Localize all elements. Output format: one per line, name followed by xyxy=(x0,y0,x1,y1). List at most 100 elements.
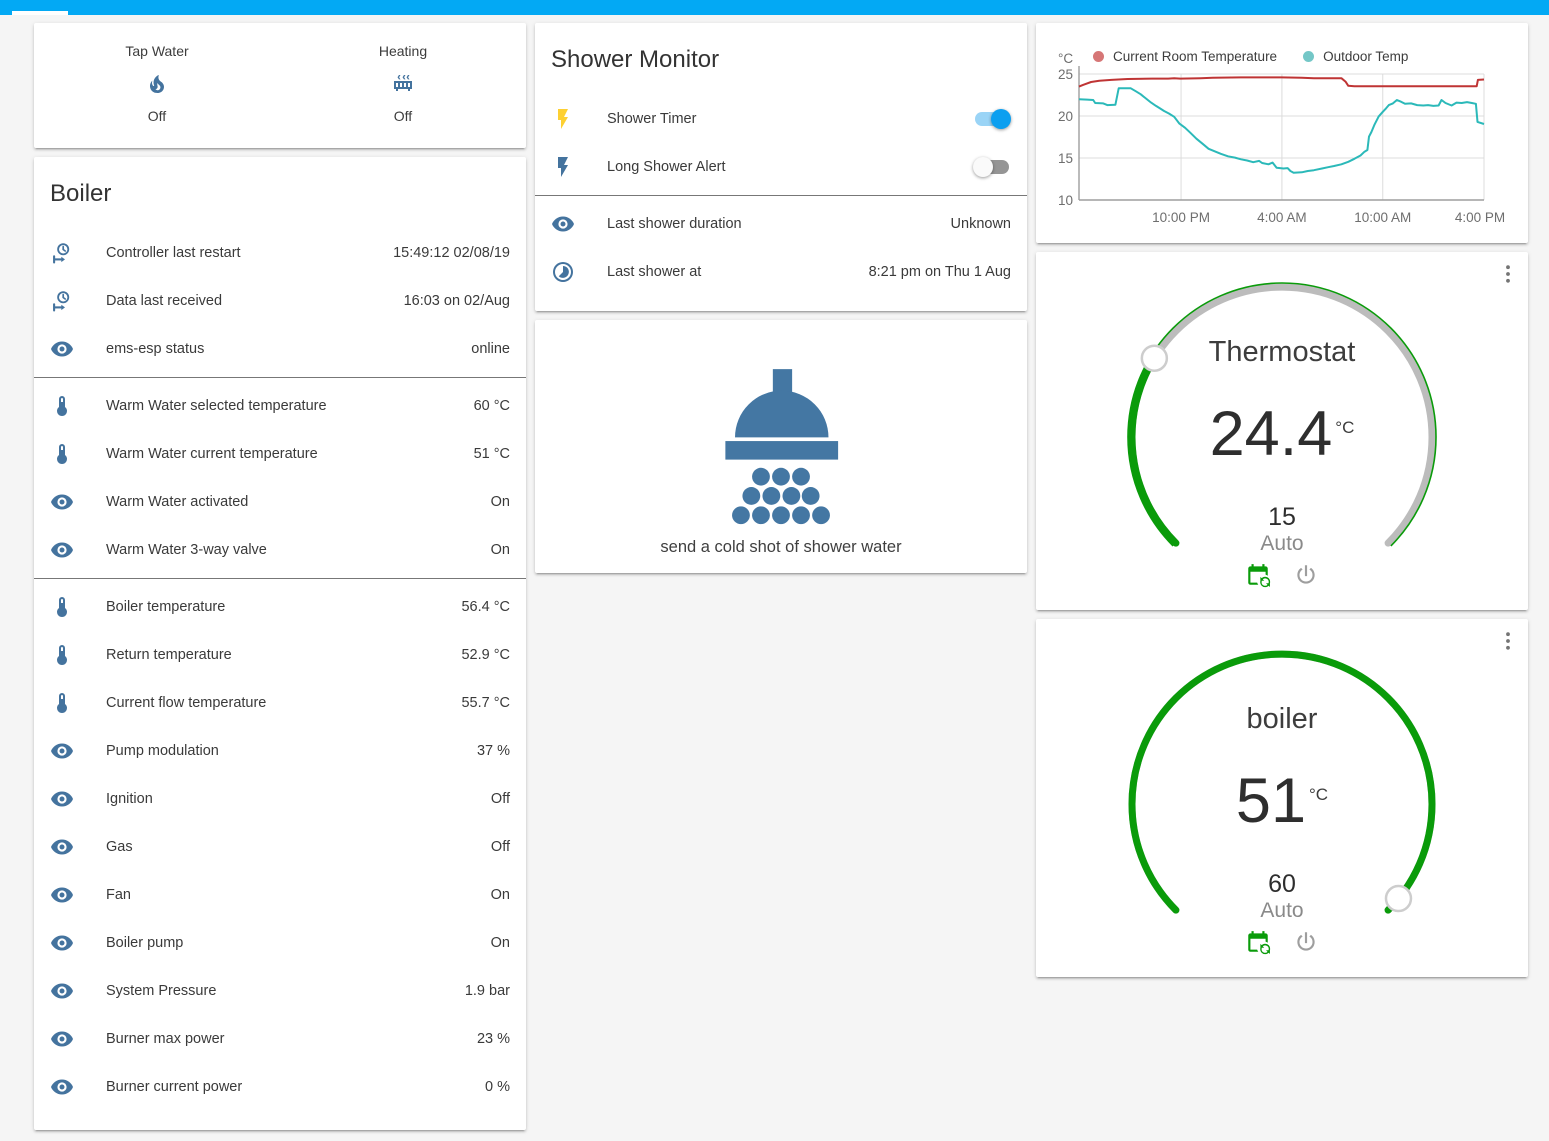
glance-item[interactable]: Heating Off xyxy=(280,43,526,148)
glance-item[interactable]: Tap Water Off xyxy=(34,43,280,148)
glance-state: Off xyxy=(147,108,167,124)
clock-start-icon xyxy=(50,241,74,265)
entity-row[interactable]: Boiler temperature 56.4 °C xyxy=(34,583,526,631)
boiler-dial[interactable] xyxy=(1036,619,1528,977)
entity-row[interactable]: Warm Water 3-way valve On xyxy=(34,526,526,574)
app-header xyxy=(0,0,1549,15)
target-temperature: 60 xyxy=(1268,870,1296,898)
boiler-dial-card: boiler 51 °C 60 Auto xyxy=(1036,619,1528,977)
thermometer-icon xyxy=(50,691,74,715)
entity-row[interactable]: ems-esp status online xyxy=(34,325,526,373)
entity-label: Gas xyxy=(106,839,133,855)
entity-value: 23 % xyxy=(476,1031,510,1047)
entity-row[interactable]: System Pressure 1.9 bar xyxy=(34,967,526,1015)
entity-value: Unknown xyxy=(950,216,1011,232)
entity-value: 16:03 on 02/Aug xyxy=(403,293,510,309)
divider xyxy=(535,195,1027,196)
eye-icon xyxy=(50,337,74,361)
divider xyxy=(34,578,526,579)
entity-row[interactable]: Burner current power 0 % xyxy=(34,1063,526,1111)
entity-row[interactable]: Warm Water activated On xyxy=(34,478,526,526)
svg-text:25: 25 xyxy=(1058,67,1073,82)
eye-icon xyxy=(50,931,74,955)
entity-value: Off xyxy=(490,791,510,807)
glance-label: Heating xyxy=(378,43,428,59)
history-graph-card: 25 20 15 10 10:00 PM 4:00 AM 10:00 AM 4:00 PM °C… xyxy=(1036,23,1528,243)
glance-label: Tap Water xyxy=(125,43,189,59)
legend-item[interactable]: Outdoor Temp xyxy=(1303,49,1408,64)
power-icon[interactable] xyxy=(1293,562,1319,588)
toggle-switch[interactable] xyxy=(973,157,1011,177)
svg-text:15: 15 xyxy=(1058,151,1073,166)
entity-label: Boiler temperature xyxy=(106,599,226,615)
divider xyxy=(34,377,526,378)
lightning-bolt-icon xyxy=(551,107,575,131)
entity-label: Last shower duration xyxy=(607,216,742,232)
target-temperature: 15 xyxy=(1268,503,1296,531)
entity-label: Current flow temperature xyxy=(106,695,267,711)
hvac-mode: Auto xyxy=(1260,899,1304,922)
entity-row[interactable]: Boiler pump On xyxy=(34,919,526,967)
entity-value: online xyxy=(471,341,510,357)
power-icon[interactable] xyxy=(1293,929,1319,955)
entity-label: ems-esp status xyxy=(106,341,205,357)
entity-label: Warm Water selected temperature xyxy=(106,398,327,414)
entity-row[interactable]: Burner max power 23 % xyxy=(34,1015,526,1063)
toggle-switch[interactable] xyxy=(973,109,1011,129)
eye-icon xyxy=(50,1075,74,1099)
legend-label: Current Room Temperature xyxy=(1113,49,1278,64)
chart-legend: Current Room Temperature Outdoor Temp xyxy=(1093,49,1408,64)
boiler-entities-card: Boiler Controller last restart 15:49:12 0… xyxy=(34,157,526,1130)
entity-value: Off xyxy=(490,839,510,855)
entity-value: 51 °C xyxy=(473,446,510,462)
hvac-mode: Auto xyxy=(1260,532,1304,555)
entity-row[interactable]: Warm Water current temperature 51 °C xyxy=(34,430,526,478)
entity-label: Data last received xyxy=(106,293,223,309)
cold-shot-label: send a cold shot of shower water xyxy=(660,538,902,556)
thermostat-dial[interactable] xyxy=(1036,252,1528,610)
cold-shot-card[interactable]: send a cold shot of shower water xyxy=(535,320,1027,573)
entity-row[interactable]: Return temperature 52.9 °C xyxy=(34,631,526,679)
entity-row[interactable]: Pump modulation 37 % xyxy=(34,727,526,775)
more-menu-button[interactable] xyxy=(1496,629,1520,653)
legend-dot xyxy=(1303,51,1315,62)
entity-row[interactable]: Gas Off xyxy=(34,823,526,871)
entity-row[interactable]: Ignition Off xyxy=(34,775,526,823)
temperature-chart: 25 20 15 10 10:00 PM 4:00 AM 10:00 AM 4:00 PM °C xyxy=(1058,51,1505,225)
entity-row[interactable]: Fan On xyxy=(34,871,526,919)
entity-row[interactable]: Last shower at 8:21 pm on Thu 1 Aug xyxy=(535,248,1027,296)
calendar-sync-icon[interactable] xyxy=(1245,562,1271,588)
entity-label: System Pressure xyxy=(106,983,217,999)
entity-value: 1.9 bar xyxy=(464,983,510,999)
calendar-sync-icon[interactable] xyxy=(1245,929,1271,955)
entity-row[interactable]: Warm Water selected temperature 60 °C xyxy=(34,382,526,430)
legend-item[interactable]: Current Room Temperature xyxy=(1093,49,1277,64)
active-tab-indicator[interactable] xyxy=(12,11,68,15)
entity-label: Long Shower Alert xyxy=(607,159,726,175)
entity-label: Warm Water activated xyxy=(106,494,249,510)
fire-icon xyxy=(145,72,169,96)
radiator-icon xyxy=(391,72,415,96)
entity-label: Last shower at xyxy=(607,264,702,280)
svg-text:4:00 PM: 4:00 PM xyxy=(1455,210,1505,225)
legend-dot xyxy=(1093,51,1104,62)
entity-row[interactable]: Controller last restart 15:49:12 02/08/19 xyxy=(34,229,526,277)
svg-text:°C: °C xyxy=(1058,51,1073,66)
entity-label: Warm Water current temperature xyxy=(106,446,318,462)
svg-text:4:00 AM: 4:00 AM xyxy=(1257,210,1307,225)
thermometer-icon xyxy=(50,394,74,418)
glance-card: Tap Water Off Heating Off xyxy=(34,23,526,148)
entity-label: Burner current power xyxy=(106,1079,243,1095)
lightning-bolt-icon xyxy=(551,155,575,179)
more-menu-button[interactable] xyxy=(1496,262,1520,286)
entity-row[interactable]: Current flow temperature 55.7 °C xyxy=(34,679,526,727)
entity-label: Ignition xyxy=(106,791,153,807)
entity-label: Pump modulation xyxy=(106,743,219,759)
entity-label: Return temperature xyxy=(106,647,232,663)
thermometer-icon xyxy=(50,442,74,466)
entity-row[interactable]: Last shower duration Unknown xyxy=(535,200,1027,248)
thermostat-card: Thermostat 24.4 °C 15 Auto xyxy=(1036,252,1528,610)
entity-value: On xyxy=(490,887,510,903)
entity-row[interactable]: Data last received 16:03 on 02/Aug xyxy=(34,277,526,325)
entity-value: 15:49:12 02/08/19 xyxy=(393,245,510,261)
